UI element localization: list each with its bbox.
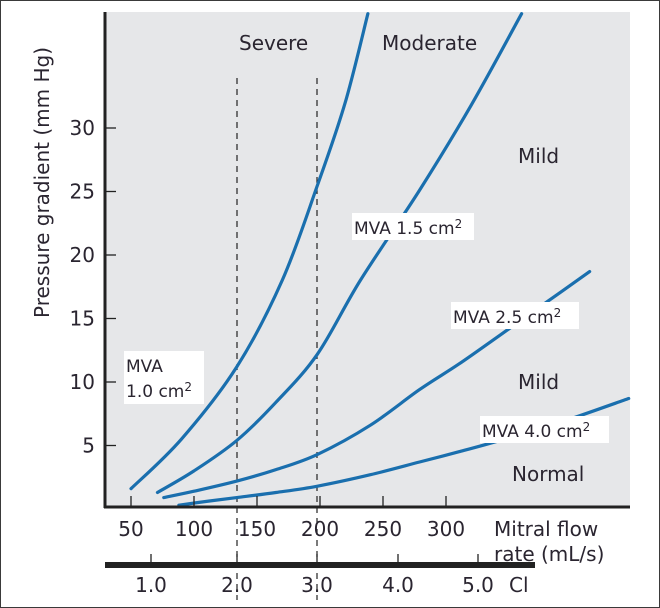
region-label-severe: Severe bbox=[239, 31, 308, 55]
ci-tick-label: 1.0 bbox=[135, 573, 167, 597]
x-tick-label: 50 bbox=[118, 517, 143, 541]
curve-label-text: MVA 4.0 cm bbox=[482, 422, 583, 442]
ci-tick-label: 2.0 bbox=[221, 573, 253, 597]
curve-mva-1-0 bbox=[129, 12, 370, 491]
x-tick-label: 150 bbox=[238, 517, 276, 541]
x-tick-label: 200 bbox=[301, 517, 339, 541]
x-ticks: 50 100 150 200 250 300 bbox=[118, 496, 465, 541]
y-ticks: 5 10 15 20 25 30 bbox=[70, 116, 116, 458]
reference-lines bbox=[236, 78, 318, 600]
curve-label-mva-1-5-text: MVA 1.5 cm2 bbox=[354, 217, 462, 239]
curve-label-mva-1-0: MVA 1.0 cm2 bbox=[124, 351, 204, 404]
curve-label-mva-2-5-text: MVA 2.5 cm2 bbox=[453, 306, 561, 328]
superscript-2: 2 bbox=[583, 420, 591, 434]
curve-label-mva-1-0-line-1: MVA bbox=[126, 357, 163, 377]
region-label-moderate: Moderate bbox=[382, 31, 477, 55]
y-axis-title: Pressure gradient (mm Hg) bbox=[30, 47, 54, 318]
curve-label-text: 1.0 cm bbox=[126, 382, 184, 402]
ci-axis-title: Cl bbox=[509, 573, 529, 597]
x-axis-title-line-2: rate (mL/s) bbox=[494, 542, 604, 566]
region-label-mild-upper: Mild bbox=[518, 144, 559, 168]
ci-ticks: 1.0 2.0 3.0 4.0 5.0 bbox=[135, 554, 494, 597]
curve-label-text: MVA 2.5 cm bbox=[453, 308, 554, 328]
region-label-normal: Normal bbox=[512, 462, 584, 486]
region-label-mild-lower: Mild bbox=[518, 370, 559, 394]
y-tick-label: 30 bbox=[70, 116, 95, 140]
x-tick-label: 100 bbox=[175, 517, 213, 541]
superscript-2: 2 bbox=[455, 217, 463, 231]
y-tick-label: 25 bbox=[70, 180, 95, 204]
ci-tick-label: 3.0 bbox=[301, 573, 333, 597]
curve-label-mva-4-0: MVA 4.0 cm2 bbox=[480, 416, 609, 443]
curve-label-mva-1-0-line-2: 1.0 cm2 bbox=[126, 380, 192, 402]
y-tick-label: 10 bbox=[70, 370, 95, 394]
curve-label-mva-4-0-text: MVA 4.0 cm2 bbox=[482, 420, 590, 442]
x-tick-label: 300 bbox=[427, 517, 465, 541]
ci-tick-label: 4.0 bbox=[382, 573, 414, 597]
ci-tick-label: 5.0 bbox=[462, 573, 494, 597]
x-axis-title-line-1: Mitral flow bbox=[494, 517, 598, 541]
y-tick-label: 5 bbox=[82, 434, 95, 458]
curve-label-mva-2-5: MVA 2.5 cm2 bbox=[451, 302, 579, 329]
x-tick-label: 250 bbox=[364, 517, 402, 541]
superscript-2: 2 bbox=[554, 306, 562, 320]
superscript-2: 2 bbox=[184, 380, 192, 394]
curve-label-text: MVA 1.5 cm bbox=[354, 219, 455, 239]
curve-mva-1-5 bbox=[155, 12, 524, 495]
y-tick-label: 20 bbox=[70, 243, 95, 267]
y-tick-label: 15 bbox=[70, 307, 95, 331]
curve-label-mva-1-5: MVA 1.5 cm2 bbox=[352, 213, 474, 240]
